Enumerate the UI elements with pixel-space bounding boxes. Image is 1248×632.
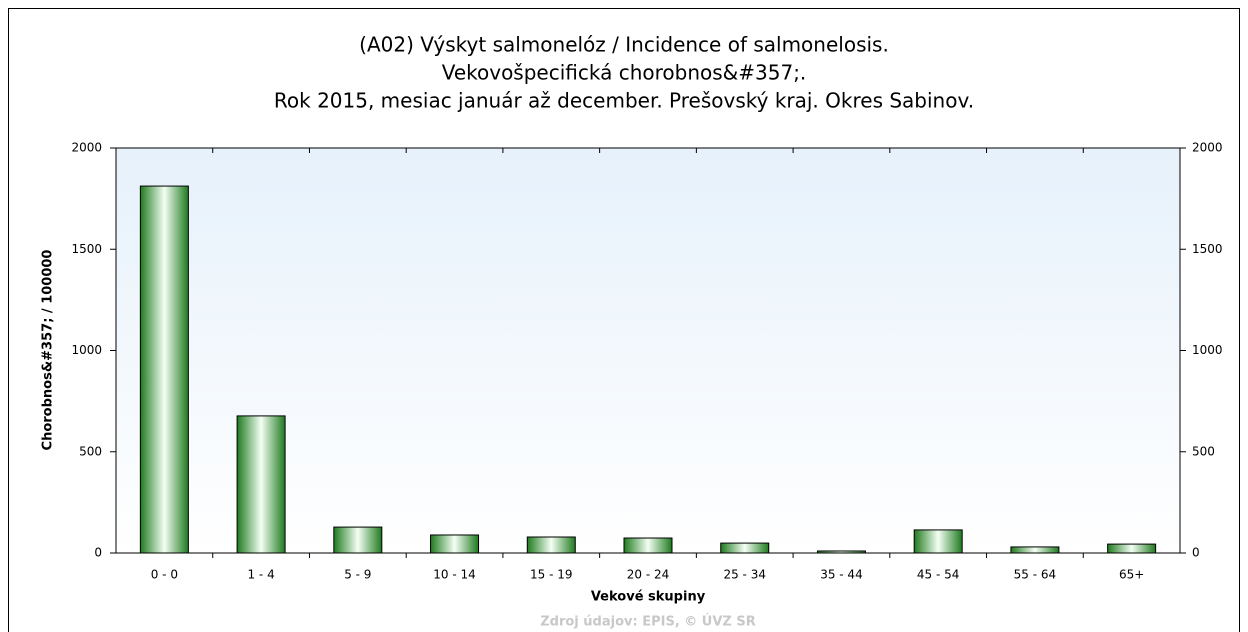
x-tick-label: 45 - 54 (917, 568, 960, 582)
y-tick-label: 1000 (71, 343, 102, 357)
y-tick-label: 500 (79, 444, 102, 458)
x-tick-label: 0 - 0 (151, 568, 178, 582)
x-tick-label: 20 - 24 (627, 568, 670, 582)
x-tick-label: 1 - 4 (247, 568, 274, 582)
y-tick-label: 2000 (71, 141, 102, 155)
y-tick-label: 0 (94, 546, 102, 560)
x-tick-label: 10 - 14 (433, 568, 476, 582)
y2-tick-label: 1500 (1192, 242, 1223, 256)
bar (430, 534, 480, 554)
bar (623, 537, 673, 554)
title-line: Rok 2015, mesiac január až december. Pre… (274, 89, 974, 113)
title-line: (A02) Výskyt salmonelóz / Incidence of s… (359, 33, 889, 57)
x-tick-label: 55 - 64 (1014, 568, 1057, 582)
plot-area (116, 148, 1180, 553)
x-tick-label: 65+ (1119, 568, 1144, 582)
plot-border (115, 147, 1181, 554)
bar (1107, 543, 1157, 554)
bar (913, 529, 963, 554)
y2-tick-label: 0 (1192, 546, 1200, 560)
x-axis-label: Vekové skupiny (591, 590, 706, 605)
x-tick-label: 25 - 34 (723, 568, 766, 582)
bar (139, 185, 189, 554)
y2-tick-label: 2000 (1192, 141, 1223, 155)
source: Zdroj údajov: EPIS, © ÚVZ SR (540, 614, 756, 630)
x-tick-label: 35 - 44 (820, 568, 863, 582)
bar (236, 415, 286, 554)
bar (1010, 546, 1060, 554)
y2-tick-label: 1000 (1192, 343, 1223, 357)
x-tick-label: 5 - 9 (344, 568, 371, 582)
x-tick-label: 15 - 19 (530, 568, 573, 582)
bar (720, 542, 770, 554)
y2-tick-label: 500 (1192, 444, 1215, 458)
bar (526, 536, 576, 554)
y-axis-label: Chorobnos&#357; / 100000 (41, 250, 56, 451)
title-line: Vekovošpecifická chorobnos&#357;. (442, 61, 807, 85)
y-tick-label: 1500 (71, 242, 102, 256)
bar (333, 526, 383, 554)
